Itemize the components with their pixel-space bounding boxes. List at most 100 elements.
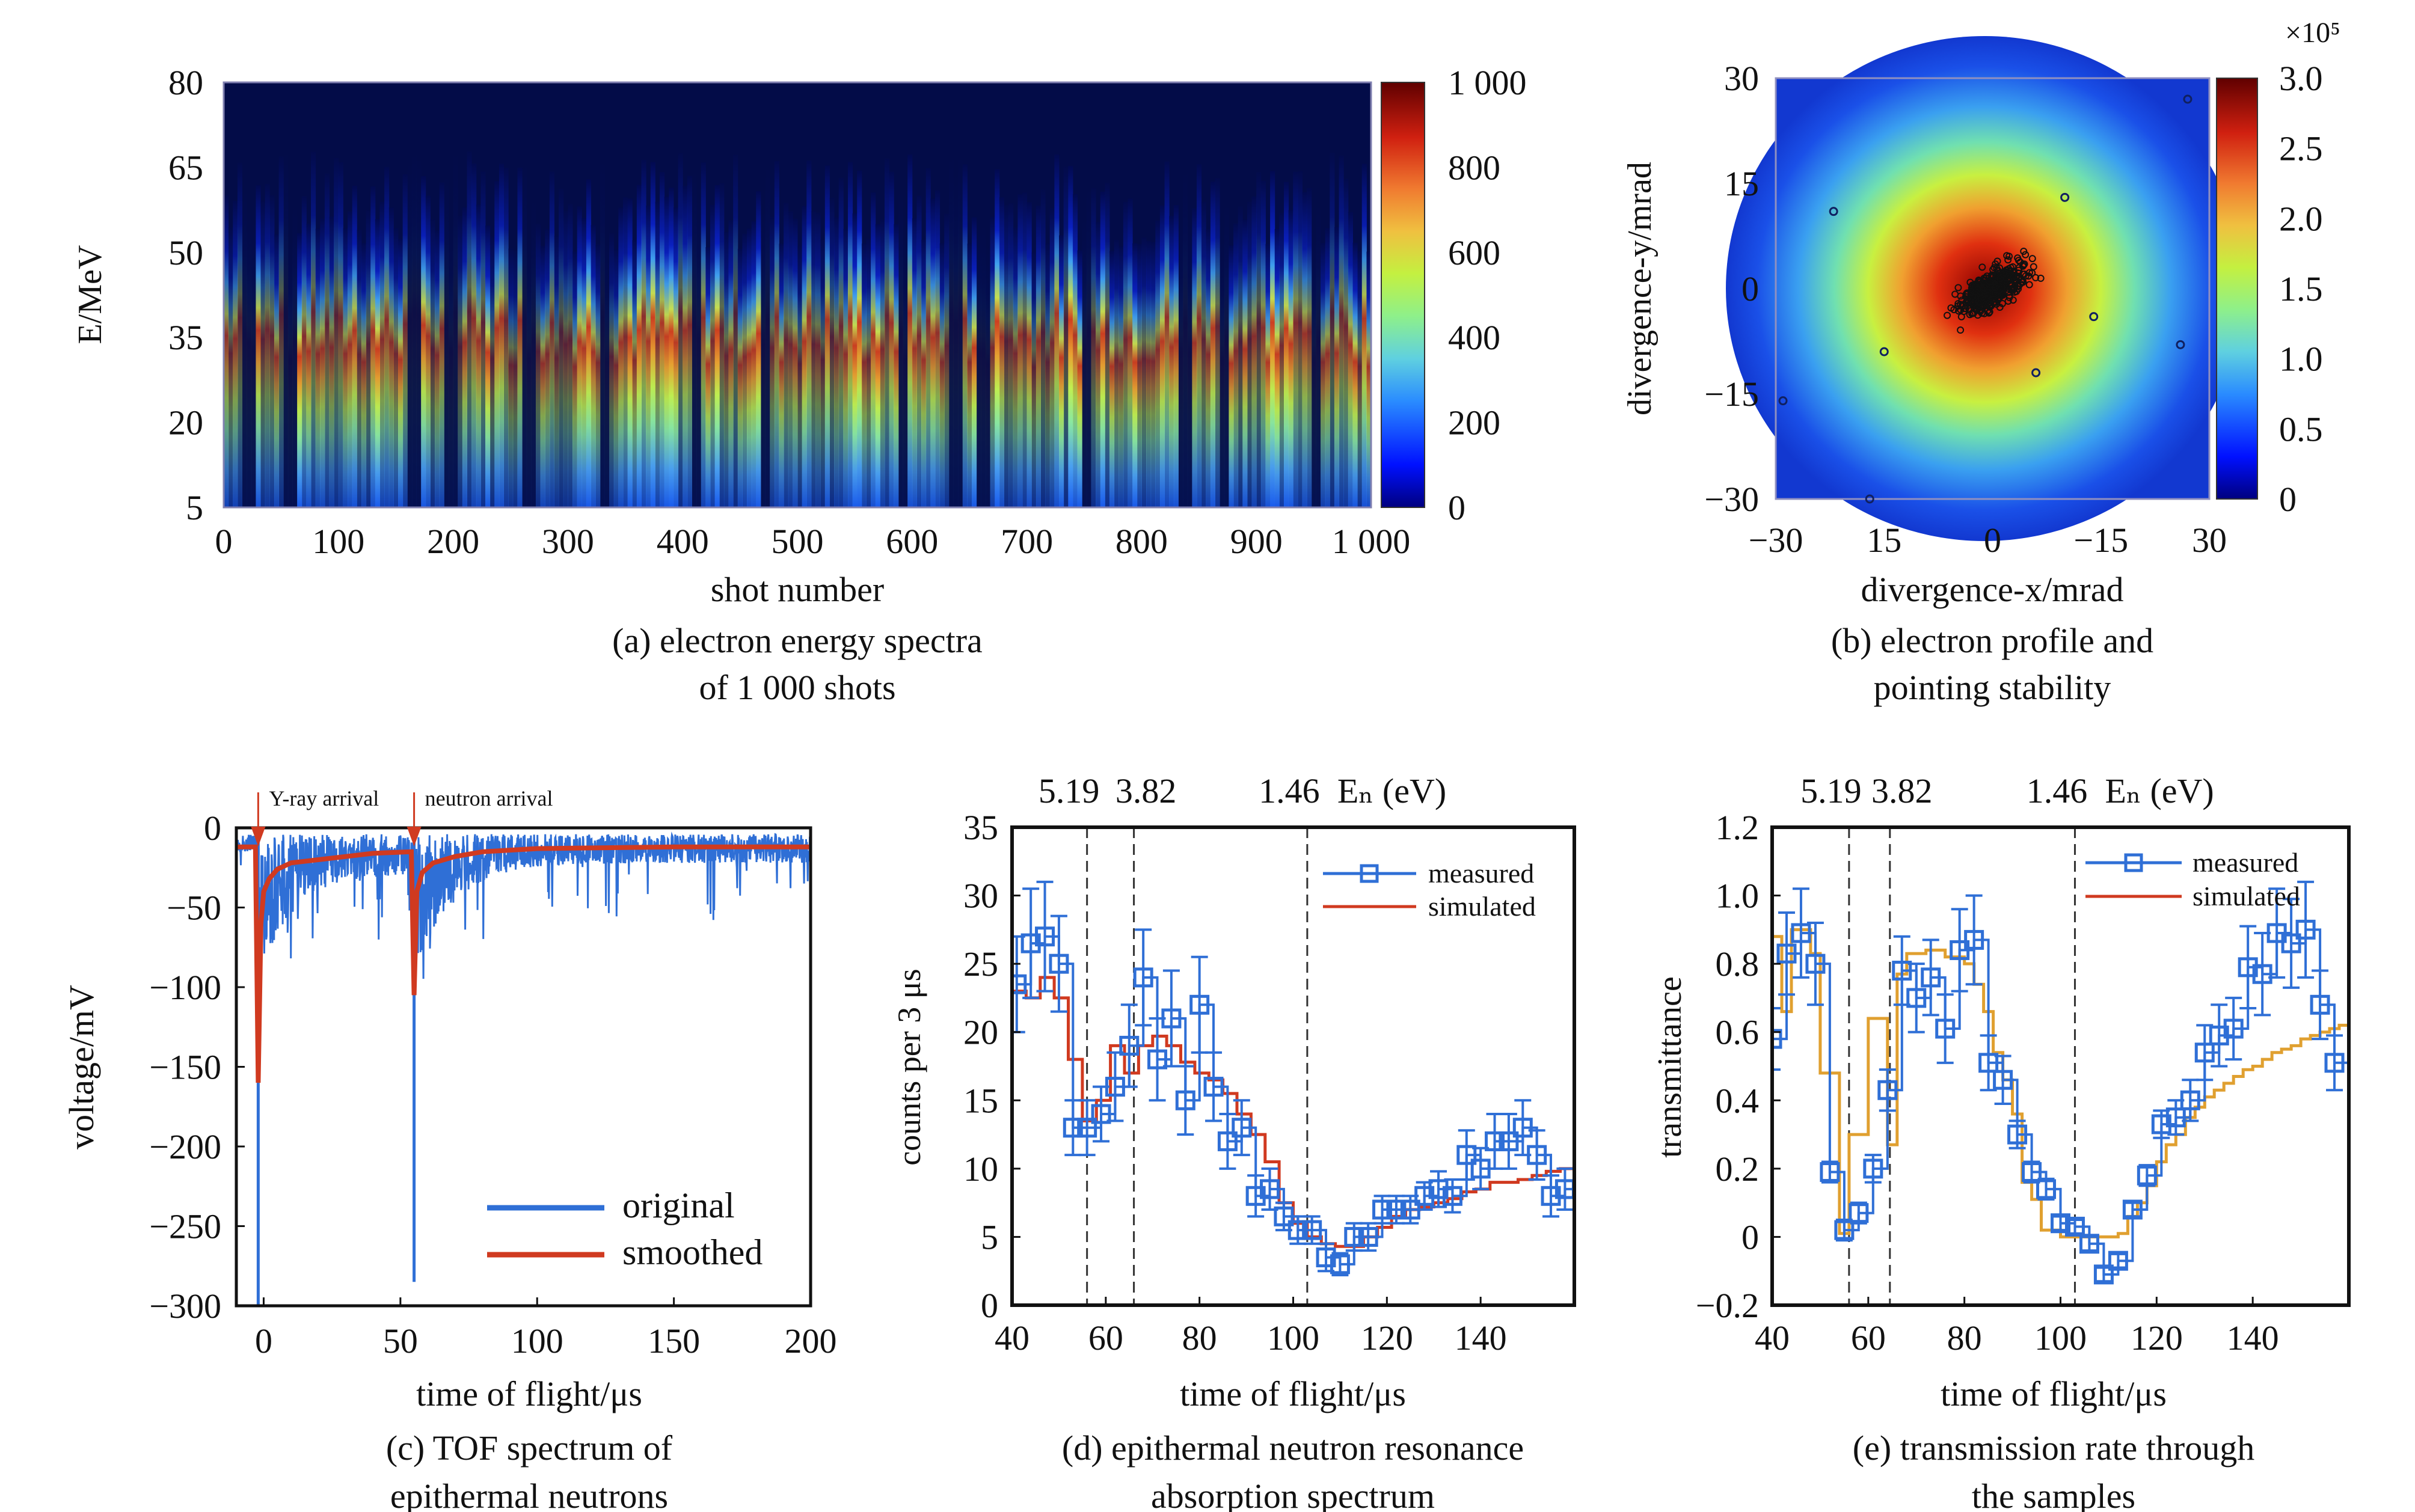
data-point-measured	[1834, 1220, 1855, 1240]
colorbar-tick-label-a: 400	[1448, 318, 1500, 357]
pointing-outlier	[1865, 494, 1874, 504]
shot-spectrum	[311, 152, 316, 507]
shot-spectrum	[1302, 192, 1307, 507]
pointing-outlier	[1829, 207, 1838, 216]
data-point-measured	[1527, 1145, 1547, 1165]
shot-spectrum	[334, 158, 339, 507]
x-tick-label-a: 100	[312, 522, 364, 561]
shot-spectrum	[568, 203, 573, 507]
shot-spectrum	[779, 243, 784, 507]
data-point-measured	[1820, 1162, 1840, 1183]
shot-spectrum	[1150, 242, 1156, 507]
pointing-point	[1974, 299, 1982, 307]
data-point-measured	[2022, 1162, 2042, 1183]
shot-spectrum	[916, 195, 922, 507]
colorbar-tick-label-a: 1 000	[1448, 63, 1527, 102]
shot-spectrum	[489, 236, 495, 507]
shot-spectrum	[673, 207, 679, 507]
caption-d-line1: (d) epithermal neutron resonance	[1062, 1428, 1524, 1468]
shot-spectrum	[237, 162, 243, 507]
shot-spectrum	[728, 220, 734, 507]
shot-spectrum	[517, 167, 523, 507]
shot-spectrum	[480, 171, 486, 507]
shot-spectrum	[1192, 208, 1197, 507]
data-point-measured	[2151, 1114, 2171, 1134]
shot-spectrum	[1260, 180, 1266, 507]
data-point-measured	[1260, 1179, 1280, 1199]
pointing-point	[1992, 272, 1999, 280]
data-point-measured	[1372, 1199, 1393, 1220]
data-point-measured	[1330, 1254, 1350, 1275]
shot-spectrum	[462, 207, 467, 507]
x-tick-label-b: −30	[1749, 521, 1803, 560]
y-tick-label-a: 80	[168, 63, 203, 102]
shot-spectrum	[1008, 203, 1014, 507]
shot-spectrum	[1238, 206, 1243, 507]
data-point-measured	[2007, 1124, 2028, 1145]
shot-spectrum	[834, 217, 839, 507]
shot-spectrum	[1325, 228, 1330, 507]
data-point-measured	[1964, 929, 1984, 950]
shot-spectrum	[847, 162, 853, 507]
pointing-point	[1944, 311, 1951, 319]
shot-spectrum	[283, 153, 289, 507]
shot-spectrum	[953, 175, 959, 507]
data-point-measured	[1892, 961, 1912, 981]
shot-spectrum	[802, 206, 807, 507]
shot-spectrum	[742, 233, 747, 507]
shot-spectrum	[692, 173, 697, 507]
shot-spectrum	[934, 190, 941, 507]
data-point-measured	[2064, 1216, 2085, 1237]
shot-spectrum	[1283, 182, 1289, 507]
legend-label-measured: measured	[2193, 847, 2298, 878]
pointing-point	[1997, 292, 2005, 299]
y-tick-label: 0.8	[1716, 944, 1760, 984]
shot-spectrum	[485, 225, 491, 507]
arrival-arrow-icon	[407, 827, 422, 846]
data-point-measured	[1133, 967, 1153, 988]
legend-marker-measured	[1360, 864, 1379, 883]
x-tick-label-c: 0	[255, 1321, 272, 1360]
data-point-measured	[1161, 1008, 1182, 1029]
shot-spectrum	[765, 167, 770, 507]
shot-spectrum	[1036, 205, 1041, 507]
legend-label-measured: measured	[1428, 858, 1534, 889]
shot-spectrum	[815, 212, 821, 507]
shot-spectrum	[1072, 194, 1078, 507]
shot-spectrum	[329, 216, 334, 507]
pointing-point	[1990, 288, 1998, 296]
pointing-point	[1996, 275, 2004, 283]
x-tick-label: 120	[2131, 1318, 2183, 1357]
shot-spectrum	[1137, 243, 1142, 507]
x-tick-label-a: 700	[1001, 522, 1053, 561]
shot-spectrum	[278, 156, 284, 507]
shot-spectrum	[972, 217, 977, 507]
y-tick-label: 0	[981, 1286, 998, 1325]
shot-spectrum	[338, 162, 343, 507]
data-point-measured	[2036, 1179, 2057, 1199]
shot-spectrum	[512, 250, 518, 507]
shot-spectrum	[348, 211, 353, 507]
heatmap-frame	[222, 81, 1372, 509]
shot-spectrum	[958, 158, 963, 507]
pointing-outlier	[2183, 94, 2193, 104]
shot-spectrum	[1155, 220, 1161, 507]
shot-spectrum	[774, 161, 779, 507]
shot-spectrum	[1017, 194, 1023, 507]
shot-spectrum	[352, 186, 357, 507]
shot-spectrum	[228, 227, 233, 507]
y-tick-label-b: 15	[1724, 164, 1759, 203]
data-point-measured	[1877, 1080, 1898, 1100]
shot-spectrum	[875, 224, 880, 507]
shot-spectrum	[678, 153, 683, 507]
shot-spectrum	[1297, 171, 1303, 507]
shot-spectrum	[939, 243, 945, 507]
shot-spectrum	[274, 234, 280, 507]
data-point-measured	[1386, 1199, 1407, 1220]
x-axis-label-e: time of flight/μs	[1941, 1374, 2167, 1413]
data-point-measured	[2137, 1165, 2157, 1186]
shot-spectrum	[1119, 246, 1124, 507]
y-tick-label: 10	[963, 1149, 998, 1189]
shot-spectrum	[1357, 251, 1363, 507]
shot-spectrum	[1256, 172, 1262, 507]
